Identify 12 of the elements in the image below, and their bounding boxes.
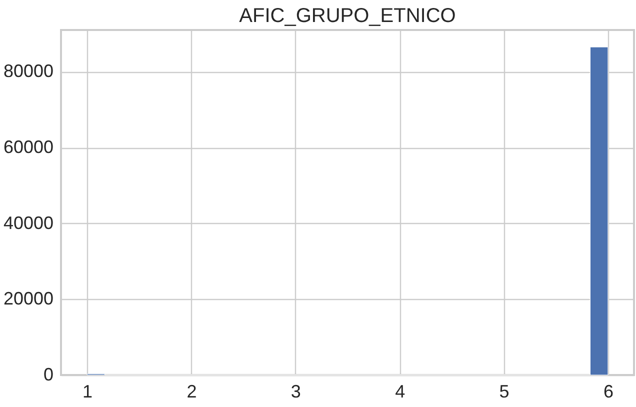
y-tick-label: 0 [43, 364, 54, 384]
y-tick-label: 20000 [3, 288, 54, 309]
x-tick-label: 1 [82, 382, 93, 402]
y-tick-label: 80000 [3, 61, 54, 82]
y-tick-label: 40000 [3, 212, 54, 233]
x-tick-label: 2 [186, 382, 197, 402]
x-tick-label: 4 [395, 382, 406, 402]
chart-title: AFIC_GRUPO_ETNICO [239, 5, 456, 27]
x-tick-label: 6 [603, 382, 614, 402]
x-tick-label: 5 [499, 382, 510, 402]
x-tick-label: 3 [290, 382, 301, 402]
y-tick-label: 60000 [3, 137, 54, 158]
